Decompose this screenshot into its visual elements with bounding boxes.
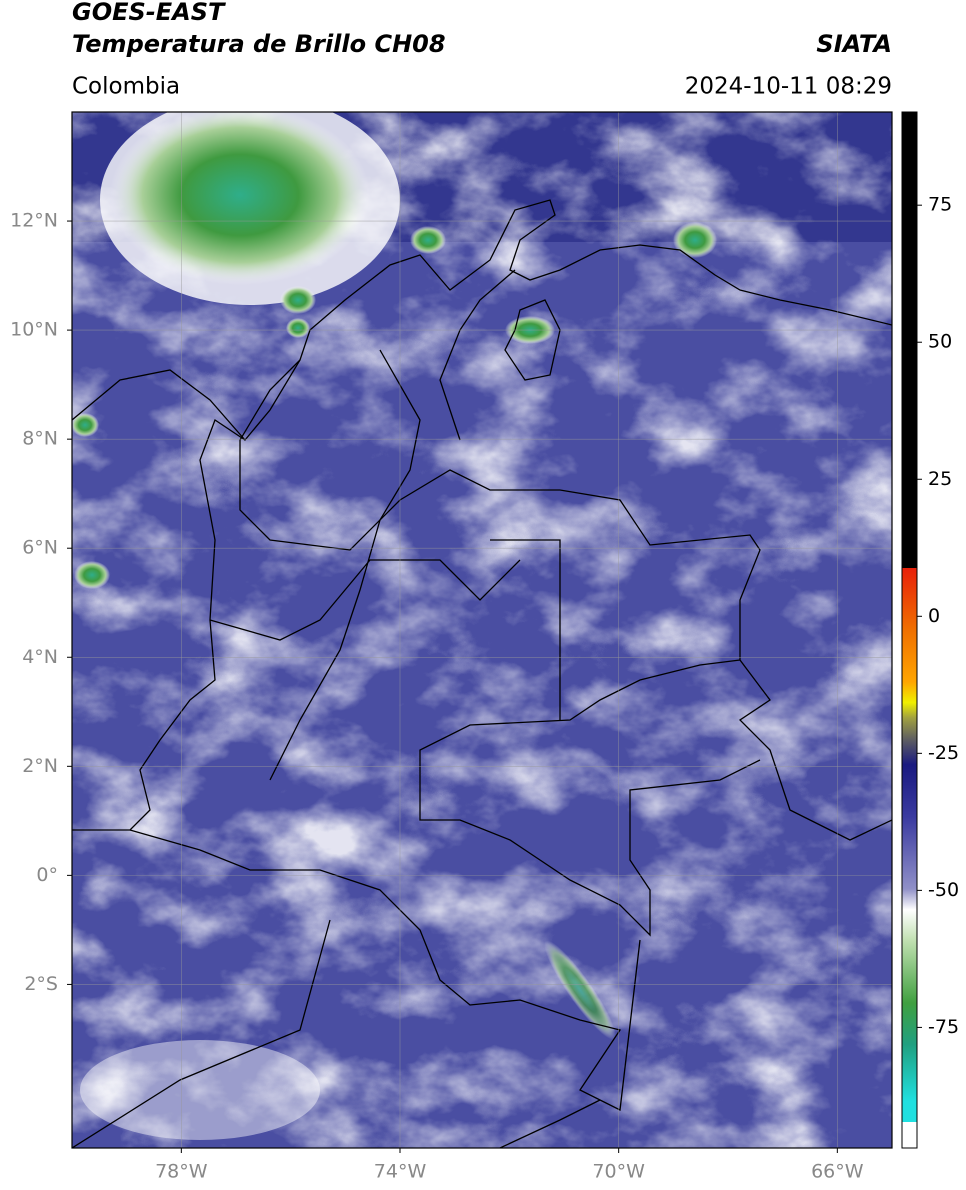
colorbar-label: 50 <box>928 331 952 353</box>
cold-cloud <box>72 413 99 437</box>
colorbar-label: -25 <box>928 742 959 764</box>
lat-label: 10°N <box>10 319 58 341</box>
subtitle: Temperatura de Brillo CH08 <box>72 30 446 58</box>
satellite-image <box>72 112 892 1148</box>
lat-label: 6°N <box>22 537 58 559</box>
timestamp: 2024-10-11 08:29 <box>685 74 892 100</box>
lat-label: 0° <box>36 864 58 886</box>
lat-label: 2°S <box>24 973 58 995</box>
cold-cloud <box>544 940 616 1040</box>
title: GOES-EAST <box>72 0 226 26</box>
source: SIATA <box>816 30 892 58</box>
cold-cloud <box>286 318 310 338</box>
cold-cloud <box>74 561 110 589</box>
colorbar-label: 75 <box>928 194 952 216</box>
lon-label: 78°W <box>155 1161 208 1183</box>
region: Colombia <box>72 74 180 100</box>
lat-label: 8°N <box>22 428 58 450</box>
border <box>72 919 601 1148</box>
cold-cloud <box>280 286 316 314</box>
lon-label: 74°W <box>374 1161 427 1183</box>
coastline <box>72 419 246 831</box>
colorbar-label: -75 <box>928 1016 959 1038</box>
colorbar <box>901 111 918 1149</box>
colorbar-label: 25 <box>928 468 952 490</box>
border <box>129 829 641 1111</box>
cold-cloud <box>110 112 370 285</box>
border <box>239 359 892 841</box>
lake <box>504 299 561 381</box>
colorbar-label: 0 <box>928 605 940 627</box>
lon-label: 66°W <box>811 1161 864 1183</box>
lat-label: 4°N <box>22 646 58 668</box>
map-frame <box>71 111 893 1149</box>
lat-label: 2°N <box>22 755 58 777</box>
lon-label: 70°W <box>592 1161 645 1183</box>
colorbar-label: -50 <box>928 879 959 901</box>
cold-cloud <box>410 226 446 254</box>
border <box>419 659 761 937</box>
lat-label: 12°N <box>10 210 58 232</box>
cloud <box>80 1040 320 1140</box>
coastline <box>72 199 892 442</box>
cold-cloud <box>673 222 717 258</box>
grid <box>72 112 892 1148</box>
